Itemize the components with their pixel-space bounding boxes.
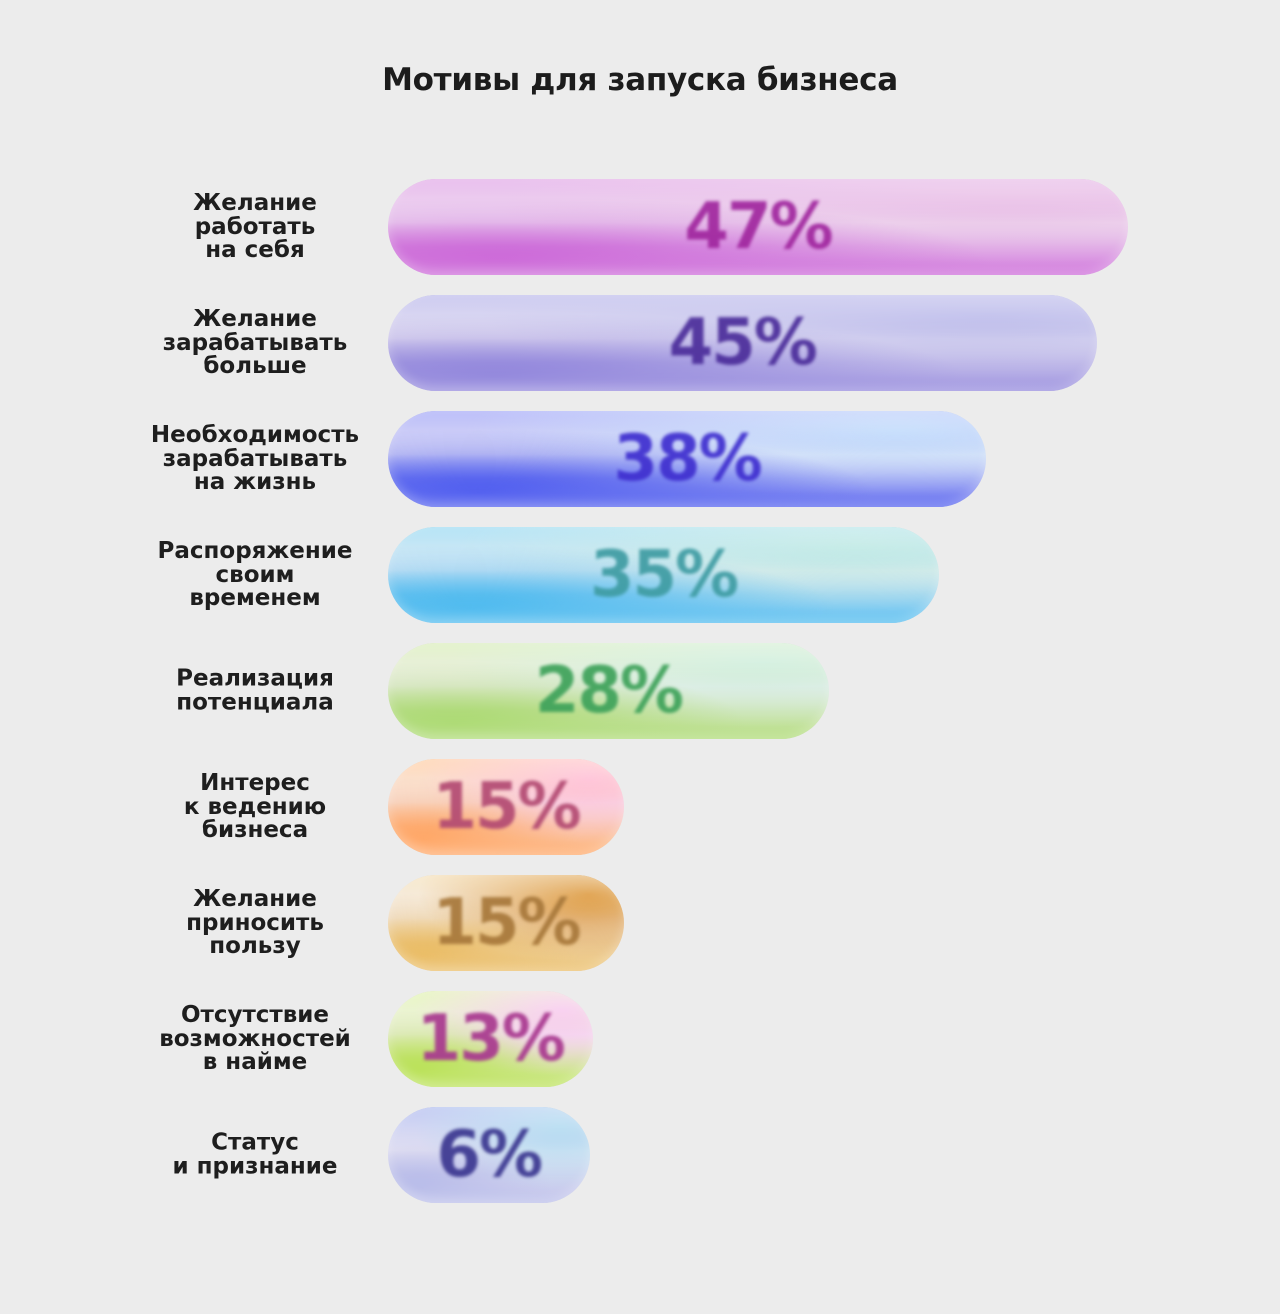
- category-label: Желание приносить пользу: [186, 885, 324, 959]
- data-label: 15%: [432, 770, 581, 844]
- bar: 15%: [388, 759, 625, 855]
- data-label: 38%: [613, 422, 763, 496]
- bar-gloss: [388, 875, 625, 971]
- bar-gloss: [388, 295, 1097, 391]
- bar-gloss: [388, 527, 940, 623]
- bar-gloss: [388, 1107, 590, 1203]
- bar: 38%: [388, 411, 987, 507]
- bar: 28%: [388, 643, 829, 739]
- data-label: 47%: [684, 190, 833, 264]
- category-label: Желание работать на себя: [193, 189, 317, 263]
- category-label: Распоряжение своим временем: [157, 537, 353, 611]
- category-label: Отсутствие возможностей в найме: [159, 1001, 351, 1075]
- bar-gloss: [388, 411, 987, 507]
- bar: 35%: [388, 527, 940, 623]
- bar: 15%: [388, 875, 625, 971]
- data-label: 35%: [589, 538, 739, 612]
- category-label: Статус и признание: [172, 1129, 338, 1179]
- bar-gloss: [388, 759, 625, 855]
- category-label: Необходимость зарабатывать на жизнь: [150, 421, 360, 495]
- category-label: Желание зарабатывать больше: [162, 305, 348, 379]
- bar: 13%: [388, 991, 593, 1087]
- data-label: 45%: [668, 306, 818, 380]
- bar-gloss: [388, 991, 593, 1087]
- bar-gloss: [388, 179, 1128, 275]
- category-label: Интерес к ведению бизнеса: [183, 769, 327, 843]
- data-label: 6%: [436, 1118, 543, 1192]
- data-label: 13%: [416, 1002, 566, 1076]
- chart-title: Мотивы для запуска бизнеса: [382, 62, 898, 98]
- bar: 45%: [388, 295, 1097, 391]
- bar: 47%: [388, 179, 1128, 275]
- data-label: 28%: [534, 654, 684, 728]
- category-label: Реализация потенциала: [176, 665, 334, 715]
- bar: 6%: [388, 1107, 590, 1203]
- data-label: 15%: [432, 886, 581, 960]
- bar-gloss: [388, 643, 829, 739]
